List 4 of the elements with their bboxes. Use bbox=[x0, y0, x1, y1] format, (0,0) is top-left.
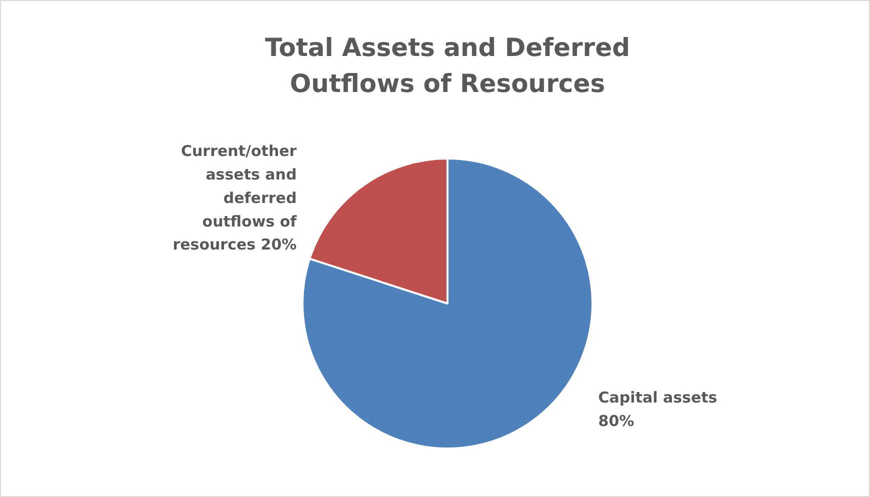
data-label: 80% bbox=[598, 412, 634, 430]
slice-label: Capital assets bbox=[598, 388, 718, 406]
slice-label: Current/other assets and deferred outflows of resources 20% bbox=[172, 142, 298, 254]
chart-title: Total Assets and Deferred Outflows of Resources bbox=[265, 32, 630, 98]
